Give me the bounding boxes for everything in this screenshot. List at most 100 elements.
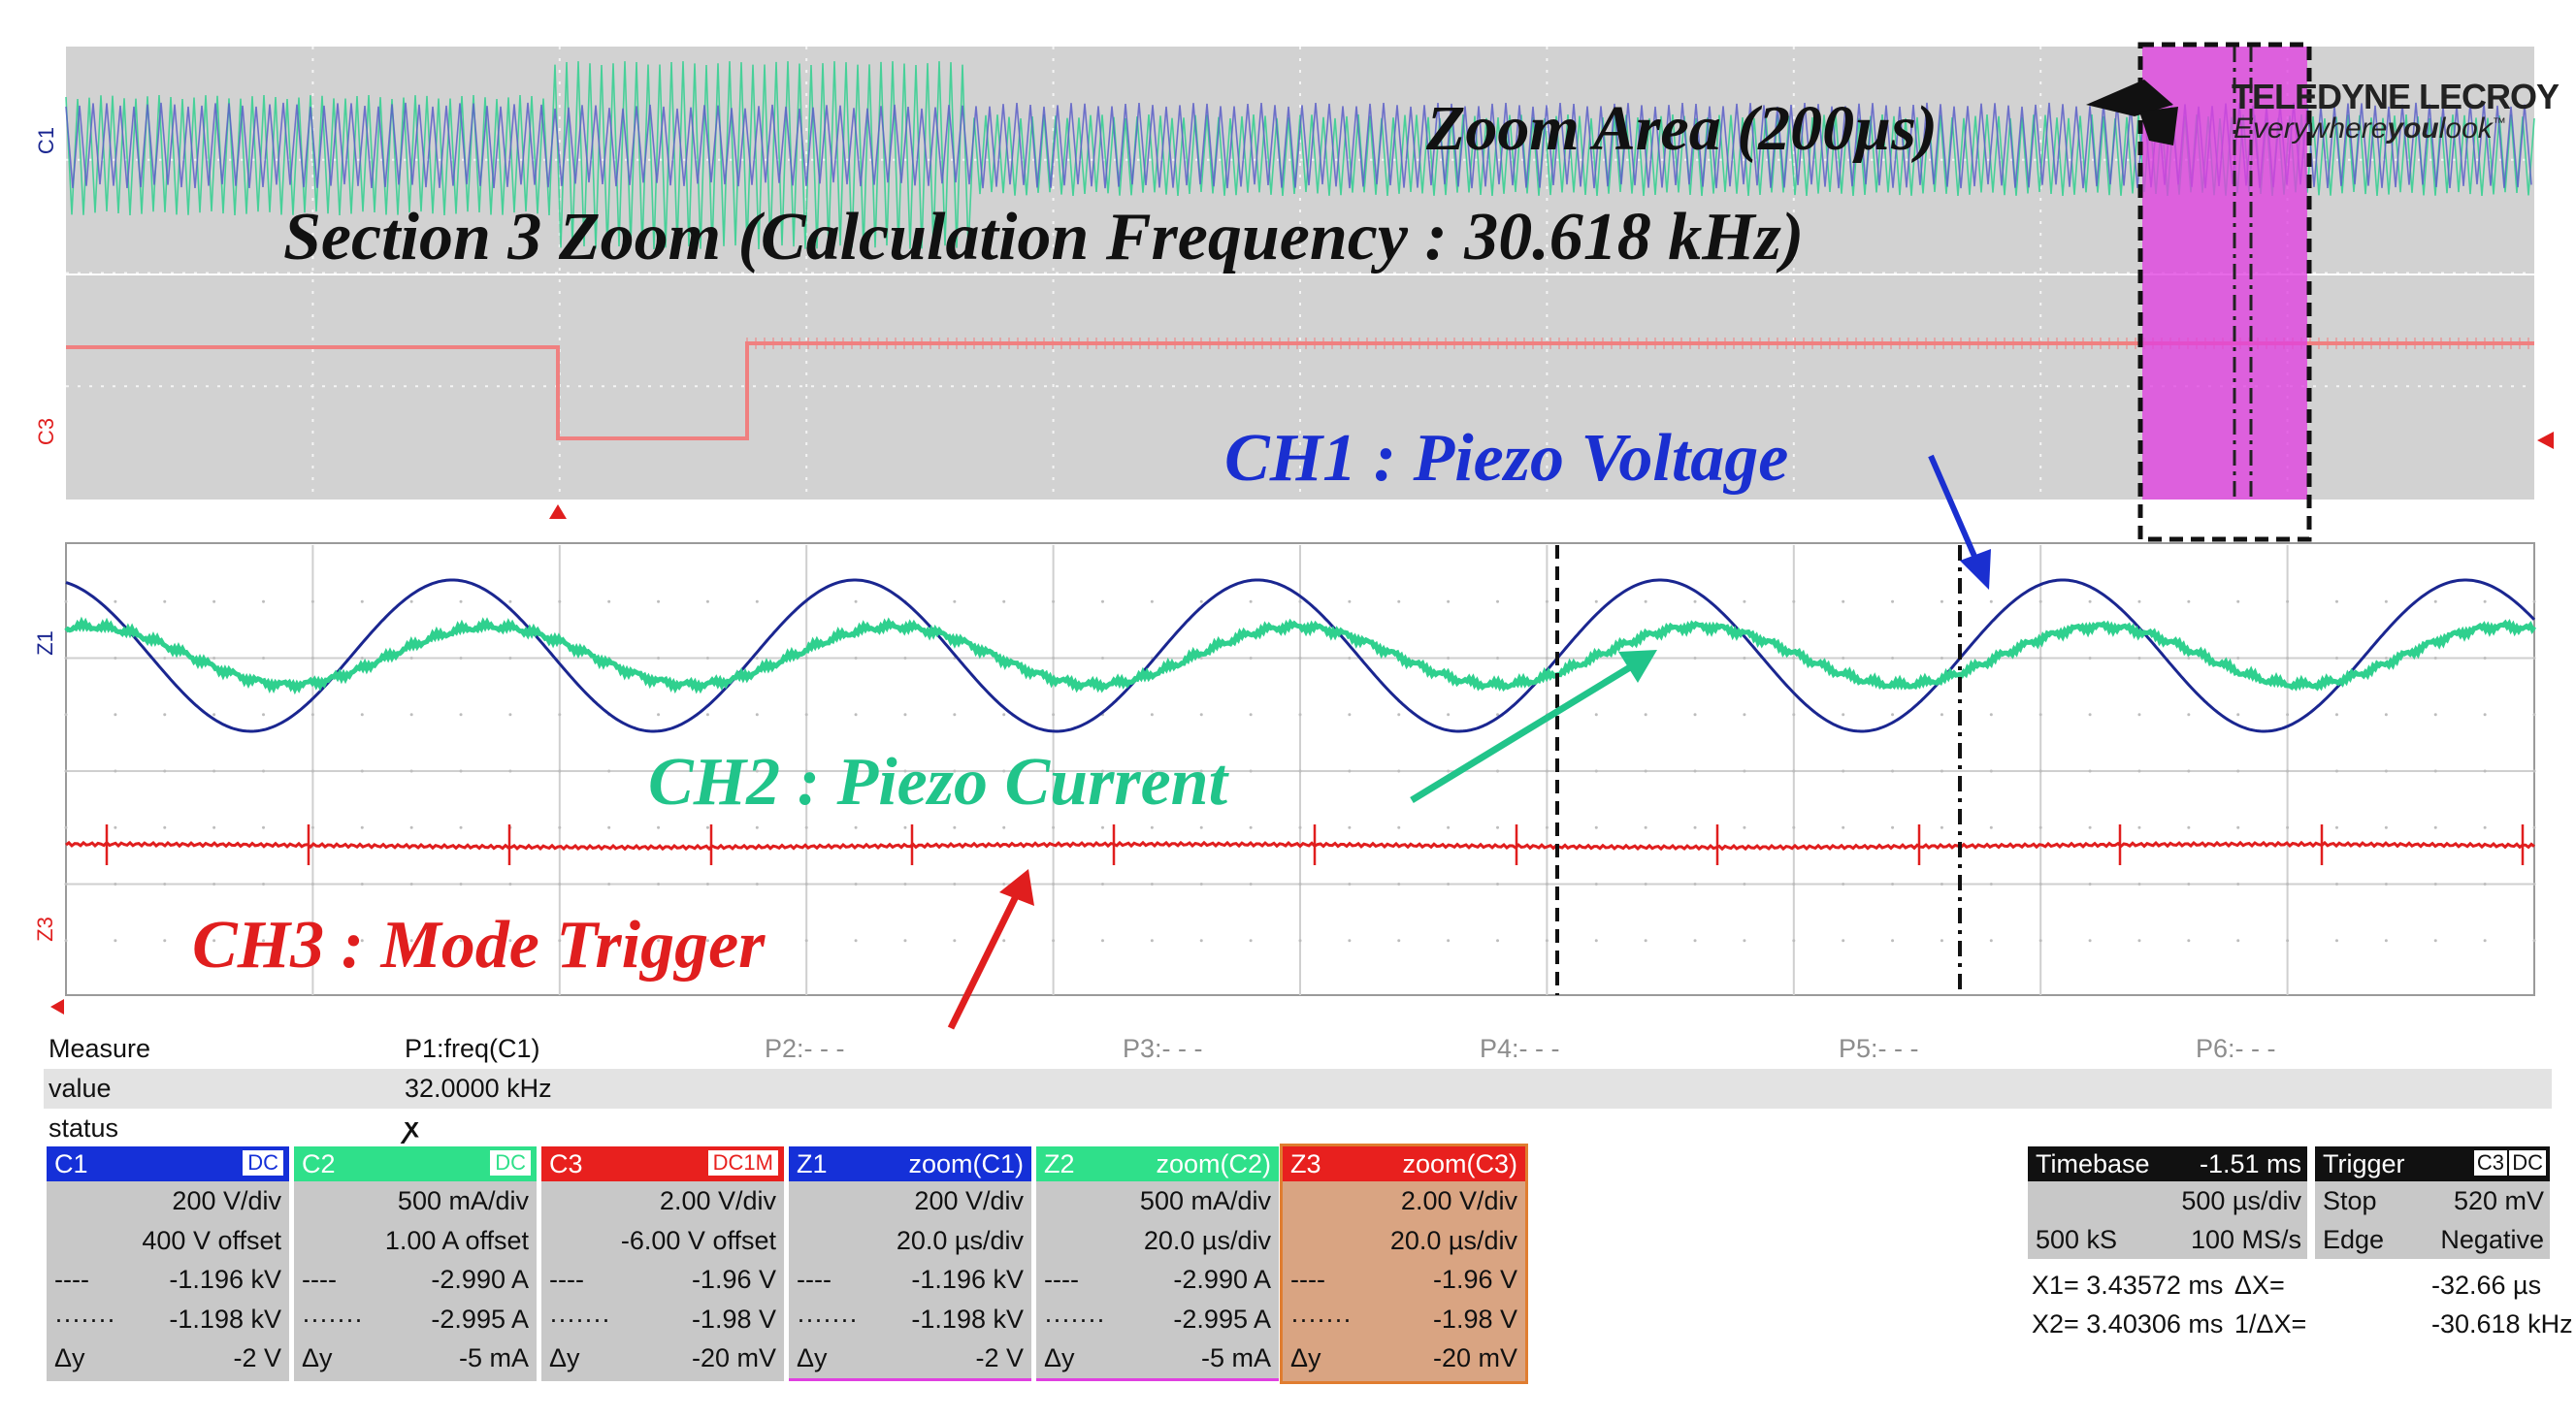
brand-logo-mark [2086,80,2173,116]
channel-scale: 500 mA/div [397,1186,529,1215]
channel-scale: 200 V/div [914,1186,1024,1215]
p3-label[interactable]: P3:- - - [1123,1034,1203,1063]
brand-tagline: Everywhereyoulook™ [2234,114,2506,144]
cursor-inv-dx-value: -30.618 kHz [2431,1309,2573,1338]
trigger-position-marker [549,504,567,519]
measure-label: Measure [49,1034,151,1063]
dot-cursor-marker: ······· [549,1304,610,1334]
dot-cursor-marker: ······· [1044,1304,1105,1334]
channel-offset: 1.00 A offset [384,1225,529,1255]
channel-box-z3[interactable]: Z3 zoom(C3) 2.00 V/div 20.0 µs/div ---- -1.96… [1280,1144,1528,1384]
channel-box-c3[interactable]: C3 DC1M 2.00 V/div -6.00 V offset ---- -1.96 … [541,1146,784,1381]
p2-label[interactable]: P2:- - - [765,1034,845,1063]
p1-label[interactable]: P1:freq(C1) [405,1034,540,1063]
channel-scale: 2.00 V/div [1400,1186,1517,1215]
ch2-annotation: CH2 : Piezo Current [648,745,1228,820]
delta-y-value: -5 mA [458,1343,529,1372]
tagline-part-1: Every [2234,113,2308,145]
ch1-annotation: CH1 : Piezo Voltage [1224,421,1789,496]
dash-cursor-value: -1.96 V [691,1265,776,1294]
channel-box-c1[interactable]: C1 DC 200 V/div 400 V offset ---- -1.196 kV ··… [47,1146,289,1381]
channel-scale: 500 mA/div [1139,1186,1271,1215]
channel-header[interactable]: C2 DC [294,1146,537,1181]
delta-y-label: Δy [302,1343,333,1372]
upper-grid [66,47,2534,500]
trigger-panel[interactable]: Trigger C3 DC Stop 520 mV Edge Negative [2315,1146,2550,1259]
cursor-readout-x2: X2= 3.40306 ms 1/ΔX= -30.618 kHz [2032,1309,2573,1339]
cursor-inv-dx-label: 1/ΔX= [2234,1309,2307,1338]
cursor-x1-value: X1= 3.43572 ms [2032,1271,2224,1300]
trace-label-z3: Z3 [32,917,57,942]
dot-cursor-value: -2.995 A [431,1304,529,1334]
cursor-dx-label: ΔX= [2234,1271,2285,1300]
channel-box-z1[interactable]: Z1 zoom(C1) 200 V/div 20.0 µs/div ---- -1.196… [789,1146,1031,1381]
timebase-samples: 500 kS [2036,1225,2118,1254]
delta-y-label: Δy [549,1343,580,1372]
delta-y-label: Δy [1044,1343,1075,1372]
channel-source-tag: zoom(C1) [908,1149,1024,1178]
channel-offset: 20.0 µs/div [1143,1225,1271,1255]
brand-name-main: DYNE LECROY [2317,77,2560,116]
p5-label[interactable]: P5:- - - [1839,1034,1919,1063]
cursor-readout-x1: X1= 3.43572 ms ΔX= -32.66 µs [2032,1271,2541,1301]
measure-row-value: value 32.0000 kHz [44,1069,2552,1109]
dot-cursor-value: -1.198 kV [169,1304,281,1334]
dash-cursor-value: -1.196 kV [169,1265,281,1294]
channel-box-z2[interactable]: Z2 zoom(C2) 500 mA/div 20.0 µs/div ---- -2.99… [1036,1146,1279,1381]
channel-source-tag: zoom(C3) [1402,1149,1517,1178]
timebase-delay: -1.51 ms [2199,1149,2301,1178]
timebase-panel[interactable]: Timebase -1.51 ms 500 µs/div 500 kS 100 … [2028,1146,2307,1259]
trigger-slope: Negative [2440,1225,2544,1254]
channel-offset: -6.00 V offset [620,1225,776,1255]
trigger-title: Trigger [2323,1149,2405,1178]
channel-header[interactable]: Z2 zoom(C2) [1036,1146,1279,1181]
status-label: status [49,1113,119,1143]
cursor-x2-value: X2= 3.40306 ms [2032,1309,2224,1338]
dash-cursor-marker: ---- [1044,1265,1079,1294]
ch3-arrow [947,869,1034,1030]
dot-cursor-marker: ······· [54,1304,115,1334]
delta-y-value: -2 V [975,1343,1024,1372]
channel-header[interactable]: C3 DC1M [541,1146,784,1181]
section-zoom-annotation: Section 3 Zoom (Calculation Frequency : … [283,200,1805,274]
timebase-rate: 100 MS/s [2190,1225,2301,1254]
channel-box-c2[interactable]: C2 DC 500 mA/div 1.00 A offset ---- -2.990 A ·… [294,1146,537,1381]
channel-scale: 200 V/div [172,1186,281,1215]
ch1-arrow [1928,454,1991,590]
tagline-part-3: you [2387,113,2439,145]
channel-offset: 400 V offset [142,1225,281,1255]
dash-cursor-marker: ---- [1290,1265,1325,1294]
upper-traces [65,61,2535,440]
p1-value: 32.0000 kHz [405,1074,552,1103]
delta-y-value: -20 mV [691,1343,776,1372]
timebase-title: Timebase [2036,1149,2150,1178]
dash-cursor-value: -1.196 kV [911,1265,1024,1294]
dot-cursor-value: -1.198 kV [911,1304,1024,1334]
channel-coupling-badge: DC1M [707,1150,778,1176]
brand-name-prefix: TELE [2232,77,2318,116]
channel-offset: 20.0 µs/div [896,1225,1024,1255]
dash-cursor-marker: ---- [302,1265,337,1294]
trace-label-c1: C1 [34,126,59,155]
status-icon: ꭗ [405,1113,419,1143]
trigger-header[interactable]: Trigger C3 DC [2315,1146,2550,1181]
dot-cursor-marker: ······· [1290,1304,1352,1334]
channel-name: Z2 [1044,1149,1075,1178]
p4-label[interactable]: P4:- - - [1480,1034,1560,1063]
channel-scale: 2.00 V/div [659,1186,776,1215]
dash-cursor-marker: ---- [549,1265,584,1294]
trigger-coupling-badge: DC [2509,1150,2546,1176]
channel-header[interactable]: Z3 zoom(C3) [1283,1146,1525,1181]
zoom-left-arrow [50,999,64,1015]
channel-header[interactable]: Z1 zoom(C1) [789,1146,1031,1181]
channel-name: C1 [54,1149,88,1178]
ch3-annotation: CH3 : Mode Trigger [192,908,766,983]
channel-offset: 20.0 µs/div [1389,1225,1517,1255]
p6-label[interactable]: P6:- - - [2196,1034,2276,1063]
delta-y-label: Δy [1290,1343,1321,1372]
timebase-header[interactable]: Timebase -1.51 ms [2028,1146,2307,1181]
channel-header[interactable]: C1 DC [47,1146,289,1181]
dot-cursor-value: -2.995 A [1173,1304,1271,1334]
tagline-tm: ™ [2492,114,2506,130]
